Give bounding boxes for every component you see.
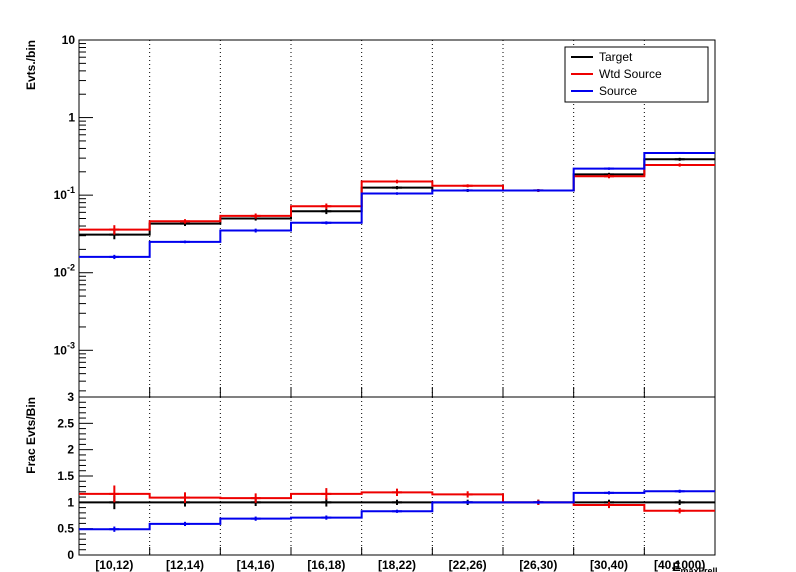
legend-label: Target <box>599 50 633 64</box>
top-series-line <box>79 151 715 258</box>
y-tick-label: 10 <box>62 33 76 47</box>
y-tick-label: 10-1 <box>54 185 75 202</box>
x-tick-label: [26,30) <box>519 558 557 572</box>
y-tick-label: 3 <box>67 390 74 404</box>
y-tick-label: 2.5 <box>57 416 74 430</box>
x-tick-label: [40,1000) <box>654 558 705 572</box>
x-tick-label: [10,12) <box>95 558 133 572</box>
bottom-series-line <box>79 490 715 531</box>
top-series-line <box>79 158 715 236</box>
y-tick-label: 10-2 <box>54 263 75 280</box>
x-tick-label: [14,16) <box>237 558 275 572</box>
y-tick-label: 1.5 <box>57 469 74 483</box>
x-tick-label: [16,18) <box>307 558 345 572</box>
bottom-plot-frame <box>78 396 716 556</box>
legend: Target Wtd Source Source <box>564 46 709 103</box>
top-panel: 10-3 10-2 10-1 1 10 Evts./bin <box>24 33 716 398</box>
x-tick-label: [12,14) <box>166 558 204 572</box>
x-tick-label: [22,26) <box>449 558 487 572</box>
x-tick-label: [30,40) <box>590 558 628 572</box>
y-tick-label: 0.5 <box>57 522 74 536</box>
legend-label: Wtd Source <box>599 67 662 81</box>
y-tick-label: 1 <box>68 111 75 125</box>
bottom-panel: [10,12) [12,14) [14,16) [16,18) [18,22) [22,2… <box>24 390 718 572</box>
y-axis-title: Frac Evts/Bin <box>24 397 38 474</box>
y-axis-title: Evts./bin <box>24 40 38 90</box>
y-tick-label: 2 <box>67 443 74 457</box>
y-tick-label: 0 <box>67 548 74 562</box>
y-tick-label: 1 <box>67 495 74 509</box>
x-axis-title: EmaxFrell <box>672 560 717 572</box>
y-tick-label: 10-3 <box>54 340 75 357</box>
x-tick-label: [18,22) <box>378 558 416 572</box>
legend-label: Source <box>599 84 637 98</box>
